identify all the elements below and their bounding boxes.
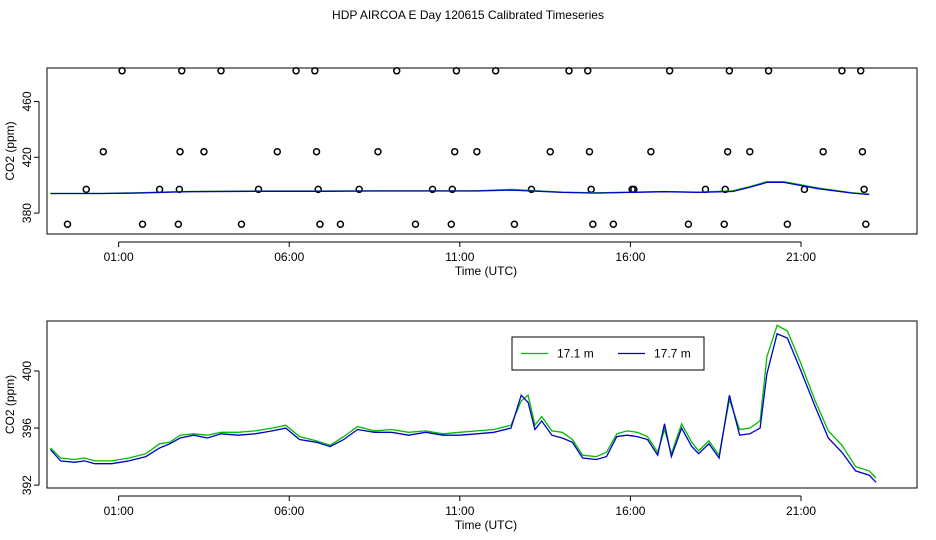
calibration-point bbox=[316, 220, 324, 228]
calibration-point bbox=[584, 67, 592, 75]
x-axis-label: Time (UTC) bbox=[455, 518, 517, 532]
x-tick-label: 06:00 bbox=[274, 504, 304, 518]
calibration-point bbox=[237, 220, 246, 228]
calibration-point bbox=[217, 67, 225, 75]
calibration-point bbox=[723, 147, 732, 156]
x-tick-label: 16:00 bbox=[615, 250, 645, 264]
calibration-point bbox=[609, 220, 618, 228]
x-axis-label: Time (UTC) bbox=[455, 264, 517, 278]
x-tick-label: 11:00 bbox=[445, 250, 474, 264]
calibration-point bbox=[764, 67, 773, 75]
calibration-point bbox=[860, 185, 868, 194]
x-tick-label: 06:00 bbox=[274, 250, 304, 264]
calibration-point bbox=[336, 220, 345, 228]
calibration-point bbox=[587, 185, 595, 194]
y-tick-label: 396 bbox=[20, 418, 34, 438]
calibration-point bbox=[355, 185, 363, 194]
calibration-point bbox=[783, 220, 792, 228]
calibration-point bbox=[510, 220, 519, 228]
y-tick-label: 420 bbox=[20, 147, 34, 167]
calibration-point bbox=[721, 185, 730, 194]
calibration-point bbox=[82, 185, 90, 194]
calibration-point bbox=[565, 67, 573, 75]
bottom-panel-co2-timeseries: 01:00 06:00 11:00 16:00 21:00 Time (UTC) 392 39… bbox=[3, 320, 918, 532]
calibration-point bbox=[138, 220, 147, 228]
calibration-point bbox=[856, 67, 865, 75]
calibration-point bbox=[491, 67, 500, 75]
x-tick-label: 21:00 bbox=[786, 250, 816, 264]
calibration-point bbox=[665, 67, 674, 75]
x-tick-label: 01:00 bbox=[104, 250, 134, 264]
calibration-point bbox=[862, 220, 870, 228]
plot-frame bbox=[46, 67, 918, 235]
calibration-point bbox=[838, 67, 846, 75]
calibration-point bbox=[647, 147, 655, 156]
x-tick-label: 11:00 bbox=[445, 504, 474, 518]
calibration-point bbox=[200, 147, 208, 156]
calibration-point bbox=[585, 147, 594, 156]
calibration-point bbox=[63, 220, 72, 228]
calibration-point bbox=[448, 185, 457, 194]
x-tick-label: 21:00 bbox=[786, 504, 816, 518]
calibration-point bbox=[800, 185, 809, 194]
y-axis-label: CO2 (ppm) bbox=[3, 121, 17, 180]
x-tick-label: 01:00 bbox=[104, 504, 134, 518]
calibration-point bbox=[292, 67, 300, 75]
calibration-point bbox=[819, 147, 827, 156]
calibration-point bbox=[411, 220, 420, 228]
calibration-point bbox=[684, 220, 693, 228]
calibration-point bbox=[99, 147, 108, 156]
calibration-point bbox=[450, 147, 459, 156]
calibration-point bbox=[155, 185, 164, 194]
calibration-point bbox=[174, 220, 183, 228]
calibration-point bbox=[311, 67, 319, 75]
series-line-17-7-m bbox=[49, 332, 877, 483]
calibration-point bbox=[374, 147, 382, 156]
calibration-point bbox=[273, 147, 282, 156]
y-tick-label: 460 bbox=[20, 91, 34, 111]
series-line-17-1-m bbox=[49, 324, 877, 479]
calibration-point bbox=[746, 147, 754, 156]
y-tick-label: 380 bbox=[20, 203, 34, 223]
calibration-point bbox=[725, 67, 734, 75]
calibration-point bbox=[254, 185, 263, 194]
calibration-point bbox=[314, 185, 322, 194]
calibration-point bbox=[447, 220, 456, 228]
legend-entry: 17.1 m bbox=[557, 347, 594, 361]
chart-title: HDP AIRCOA E Day 120615 Calibrated Times… bbox=[332, 8, 604, 22]
calibration-point bbox=[589, 220, 597, 228]
y-tick-label: 400 bbox=[20, 361, 34, 381]
calibration-point bbox=[452, 67, 461, 75]
calibration-point bbox=[546, 147, 554, 156]
calibration-point bbox=[858, 147, 867, 156]
calibration-point bbox=[473, 147, 481, 156]
x-tick-label: 16:00 bbox=[615, 504, 645, 518]
series-line-1 bbox=[50, 181, 870, 196]
legend: 17.1 m 17.7 m bbox=[511, 336, 705, 371]
calibration-point bbox=[720, 220, 728, 228]
top-panel-calibrated-timeseries: 01:00 06:00 11:00 16:00 21:00 Time (UTC) 380 42… bbox=[3, 67, 918, 278]
y-axis-label: CO2 (ppm) bbox=[3, 375, 17, 434]
calibration-point bbox=[392, 67, 401, 75]
calibration-point bbox=[178, 67, 186, 75]
y-tick-label: 392 bbox=[20, 475, 34, 495]
calibration-point bbox=[428, 185, 437, 194]
legend-entry: 17.7 m bbox=[654, 347, 691, 361]
calibration-point bbox=[118, 67, 126, 75]
calibration-point bbox=[527, 185, 536, 194]
calibration-point bbox=[176, 147, 184, 156]
calibration-point bbox=[312, 147, 321, 156]
plot-frame bbox=[46, 320, 918, 489]
